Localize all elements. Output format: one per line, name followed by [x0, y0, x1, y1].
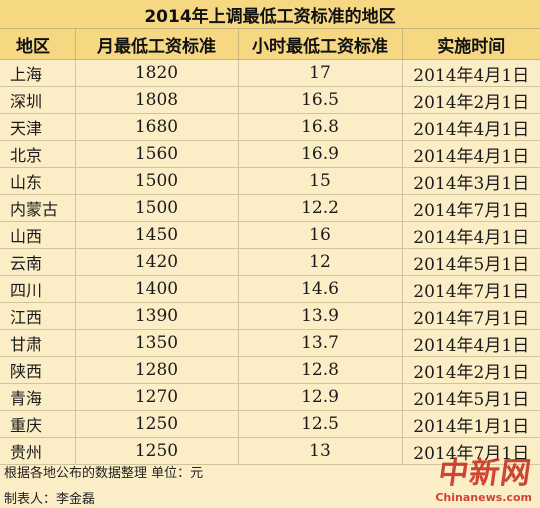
cell-monthly-wage: 1390: [75, 302, 239, 330]
table-row: 重庆 1250 12.5 2014年1月1日: [0, 410, 540, 438]
header-region: 地区: [0, 29, 76, 60]
cell-hourly-wage: 12.8: [238, 356, 403, 384]
cell-effective-date: 2014年4月1日: [402, 221, 540, 249]
cell-monthly-wage: 1270: [75, 383, 239, 411]
source-note: 根据各地公布的数据整理 单位：元: [4, 466, 204, 481]
minimum-wage-table: 地区 月最低工资标准 小时最低工资标准 实施时间 上海 1820 17 2014年4月…: [0, 29, 540, 465]
cell-monthly-wage: 1280: [75, 356, 239, 384]
cell-region: 北京: [0, 140, 76, 168]
cell-effective-date: 2014年2月1日: [402, 356, 540, 384]
cell-effective-date: 2014年5月1日: [402, 383, 540, 411]
cell-effective-date: 2014年4月1日: [402, 329, 540, 357]
table-row: 江西 1390 13.9 2014年7月1日: [0, 302, 540, 330]
header-row: 地区 月最低工资标准 小时最低工资标准 实施时间: [0, 29, 540, 60]
cell-effective-date: 2014年7月1日: [402, 275, 540, 303]
cell-region: 四川: [0, 275, 76, 303]
cell-monthly-wage: 1450: [75, 221, 239, 249]
table-row: 山西 1450 16 2014年4月1日: [0, 221, 540, 249]
table-row: 贵州 1250 13 2014年7月1日: [0, 437, 540, 465]
header-date: 实施时间: [402, 29, 540, 60]
cell-monthly-wage: 1560: [75, 140, 239, 168]
table-row: 山东 1500 15 2014年3月1日: [0, 167, 540, 195]
cell-hourly-wage: 16.8: [238, 113, 403, 141]
cell-monthly-wage: 1250: [75, 437, 239, 465]
table-title: 2014年上调最低工资标准的地区: [0, 0, 540, 29]
cell-hourly-wage: 16.9: [238, 140, 403, 168]
cell-hourly-wage: 14.6: [238, 275, 403, 303]
cell-hourly-wage: 12.5: [238, 410, 403, 438]
cell-effective-date: 2014年7月1日: [402, 437, 540, 465]
cell-monthly-wage: 1820: [75, 59, 239, 87]
cell-effective-date: 2014年1月1日: [402, 410, 540, 438]
cell-region: 山东: [0, 167, 76, 195]
cell-region: 山西: [0, 221, 76, 249]
cell-region: 江西: [0, 302, 76, 330]
cell-monthly-wage: 1250: [75, 410, 239, 438]
cell-hourly-wage: 12: [238, 248, 403, 276]
cell-hourly-wage: 16: [238, 221, 403, 249]
table-row: 青海 1270 12.9 2014年5月1日: [0, 383, 540, 411]
cell-region: 天津: [0, 113, 76, 141]
cell-effective-date: 2014年4月1日: [402, 140, 540, 168]
table-row: 北京 1560 16.9 2014年4月1日: [0, 140, 540, 168]
cell-hourly-wage: 12.9: [238, 383, 403, 411]
cell-effective-date: 2014年7月1日: [402, 194, 540, 222]
cell-region: 陕西: [0, 356, 76, 384]
cell-monthly-wage: 1420: [75, 248, 239, 276]
cell-region: 重庆: [0, 410, 76, 438]
cell-effective-date: 2014年2月1日: [402, 86, 540, 114]
cell-monthly-wage: 1400: [75, 275, 239, 303]
cell-monthly-wage: 1350: [75, 329, 239, 357]
cell-monthly-wage: 1500: [75, 194, 239, 222]
cell-hourly-wage: 13.7: [238, 329, 403, 357]
cell-monthly-wage: 1808: [75, 86, 239, 114]
table-row: 天津 1680 16.8 2014年4月1日: [0, 113, 540, 141]
cell-region: 贵州: [0, 437, 76, 465]
cell-region: 上海: [0, 59, 76, 87]
cell-region: 云南: [0, 248, 76, 276]
table-row: 陕西 1280 12.8 2014年2月1日: [0, 356, 540, 384]
header-hourly: 小时最低工资标准: [238, 29, 403, 60]
table-row: 四川 1400 14.6 2014年7月1日: [0, 275, 540, 303]
header-monthly: 月最低工资标准: [75, 29, 239, 60]
cell-region: 甘肃: [0, 329, 76, 357]
table-maker: 制表人：李金磊: [4, 492, 96, 507]
cell-effective-date: 2014年7月1日: [402, 302, 540, 330]
table-row: 甘肃 1350 13.7 2014年4月1日: [0, 329, 540, 357]
cell-monthly-wage: 1500: [75, 167, 239, 195]
cell-hourly-wage: 15: [238, 167, 403, 195]
cell-region: 内蒙古: [0, 194, 76, 222]
chinanews-logo: 中新网: [436, 456, 534, 491]
cell-monthly-wage: 1680: [75, 113, 239, 141]
cell-hourly-wage: 12.2: [238, 194, 403, 222]
cell-hourly-wage: 13.9: [238, 302, 403, 330]
table-row: 内蒙古 1500 12.2 2014年7月1日: [0, 194, 540, 222]
table-row: 云南 1420 12 2014年5月1日: [0, 248, 540, 276]
cell-effective-date: 2014年4月1日: [402, 59, 540, 87]
cell-hourly-wage: 16.5: [238, 86, 403, 114]
cell-region: 青海: [0, 383, 76, 411]
chinanews-url: Chinanews.com: [435, 491, 532, 504]
cell-hourly-wage: 13: [238, 437, 403, 465]
table-row: 深圳 1808 16.5 2014年2月1日: [0, 86, 540, 114]
table-row: 上海 1820 17 2014年4月1日: [0, 59, 540, 87]
cell-effective-date: 2014年5月1日: [402, 248, 540, 276]
cell-effective-date: 2014年4月1日: [402, 113, 540, 141]
cell-region: 深圳: [0, 86, 76, 114]
cell-hourly-wage: 17: [238, 59, 403, 87]
cell-effective-date: 2014年3月1日: [402, 167, 540, 195]
